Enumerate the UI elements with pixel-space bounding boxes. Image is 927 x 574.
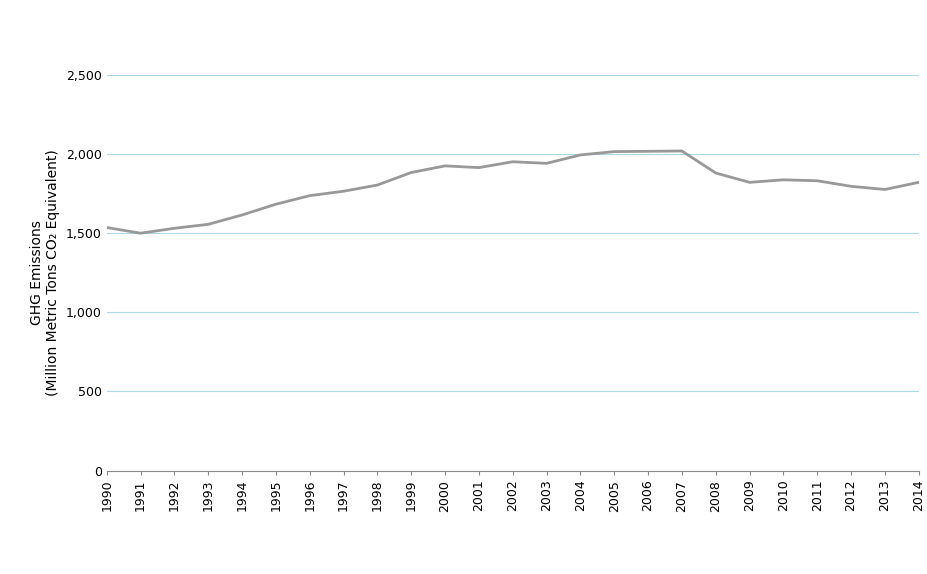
Y-axis label: GHG Emissions
(Million Metric Tons CO₂ Equivalent): GHG Emissions (Million Metric Tons CO₂ E… <box>31 149 60 396</box>
Text: Greenhouse Gas Emissions from Transportation: Greenhouse Gas Emissions from Transporta… <box>184 22 743 41</box>
